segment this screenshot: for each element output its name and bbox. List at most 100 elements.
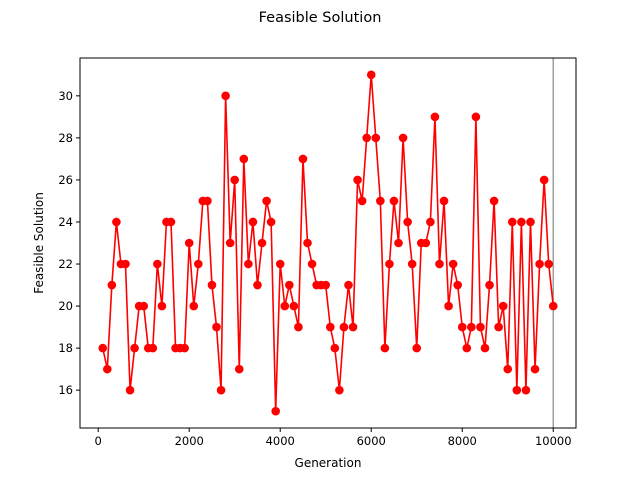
data-point	[303, 238, 312, 248]
plot-area	[80, 58, 576, 428]
data-point	[344, 280, 353, 290]
data-point	[471, 112, 481, 122]
data-point	[157, 301, 167, 311]
data-point	[330, 343, 340, 353]
data-point	[394, 238, 403, 248]
data-point	[98, 343, 108, 353]
data-point	[189, 301, 199, 311]
y-tick-label: 16	[58, 383, 73, 397]
data-point	[353, 175, 362, 185]
data-point	[234, 364, 244, 374]
data-point	[462, 343, 472, 353]
data-point	[435, 259, 444, 269]
x-axis-label: Generation	[295, 456, 362, 470]
data-point	[125, 385, 135, 395]
data-point	[230, 175, 240, 185]
data-point	[112, 217, 121, 227]
data-point	[548, 301, 558, 311]
y-tick-label: 20	[58, 299, 73, 313]
data-point	[148, 343, 158, 353]
data-point	[184, 238, 194, 248]
data-point	[430, 112, 440, 122]
data-point	[289, 301, 299, 311]
data-point	[103, 364, 112, 374]
data-point	[348, 322, 358, 332]
data-point	[544, 259, 553, 269]
data-point	[403, 217, 412, 227]
data-point	[366, 70, 376, 80]
data-point	[275, 259, 285, 269]
data-point	[166, 217, 176, 227]
data-point	[325, 322, 335, 332]
data-point	[321, 280, 331, 290]
data-point	[526, 217, 535, 227]
data-point	[371, 133, 381, 143]
chart-title: Feasible Solution	[259, 10, 382, 26]
data-point	[107, 280, 117, 290]
data-point	[426, 217, 435, 227]
data-point	[194, 259, 203, 269]
data-point	[239, 154, 249, 164]
y-tick-label: 24	[58, 215, 73, 229]
data-point	[244, 259, 253, 269]
data-point	[380, 343, 390, 353]
data-point	[266, 217, 276, 227]
data-point	[271, 406, 280, 416]
y-tick-label: 18	[58, 341, 73, 355]
data-point	[439, 196, 449, 206]
data-point	[457, 322, 467, 332]
data-point	[407, 259, 417, 269]
data-point	[444, 301, 453, 311]
x-tick-label: 10000	[535, 434, 572, 448]
data-point	[362, 133, 371, 143]
data-point	[521, 385, 531, 395]
data-point	[203, 196, 212, 206]
data-point	[121, 259, 130, 269]
data-point	[253, 280, 262, 290]
data-point	[130, 343, 139, 353]
x-tick-label: 4000	[266, 434, 295, 448]
data-point	[494, 322, 503, 332]
data-point	[225, 238, 235, 248]
data-point	[212, 322, 221, 332]
data-point	[485, 280, 494, 290]
data-point	[421, 238, 431, 248]
data-point	[180, 343, 189, 353]
x-tick-label: 0	[95, 434, 102, 448]
data-point	[335, 385, 344, 395]
data-point	[139, 301, 149, 311]
data-point	[398, 133, 408, 143]
data-point	[503, 364, 513, 374]
data-point	[339, 322, 349, 332]
data-point	[389, 196, 399, 206]
data-point	[480, 343, 490, 353]
data-point	[507, 217, 517, 227]
data-point	[216, 385, 226, 395]
data-point	[385, 259, 394, 269]
data-point	[221, 91, 230, 101]
data-point	[376, 196, 385, 206]
data-point	[530, 364, 540, 374]
x-tick-label: 6000	[357, 434, 386, 448]
data-point	[453, 280, 462, 290]
data-point	[248, 217, 258, 227]
data-point	[517, 217, 526, 227]
data-point	[294, 322, 303, 332]
data-point	[357, 196, 367, 206]
data-point	[498, 301, 508, 311]
y-tick-label: 26	[58, 173, 73, 187]
y-axis-label: Feasible Solution	[32, 192, 46, 294]
data-point	[153, 259, 162, 269]
y-tick-label: 22	[58, 257, 73, 271]
x-tick-label: 8000	[448, 434, 477, 448]
data-point	[467, 322, 476, 332]
y-tick-label: 30	[58, 89, 73, 103]
x-tick-label: 2000	[175, 434, 204, 448]
data-point	[448, 259, 458, 269]
data-point	[298, 154, 308, 164]
data-point	[476, 322, 485, 332]
data-point	[280, 301, 290, 311]
data-point	[257, 238, 267, 248]
data-point	[539, 175, 549, 185]
